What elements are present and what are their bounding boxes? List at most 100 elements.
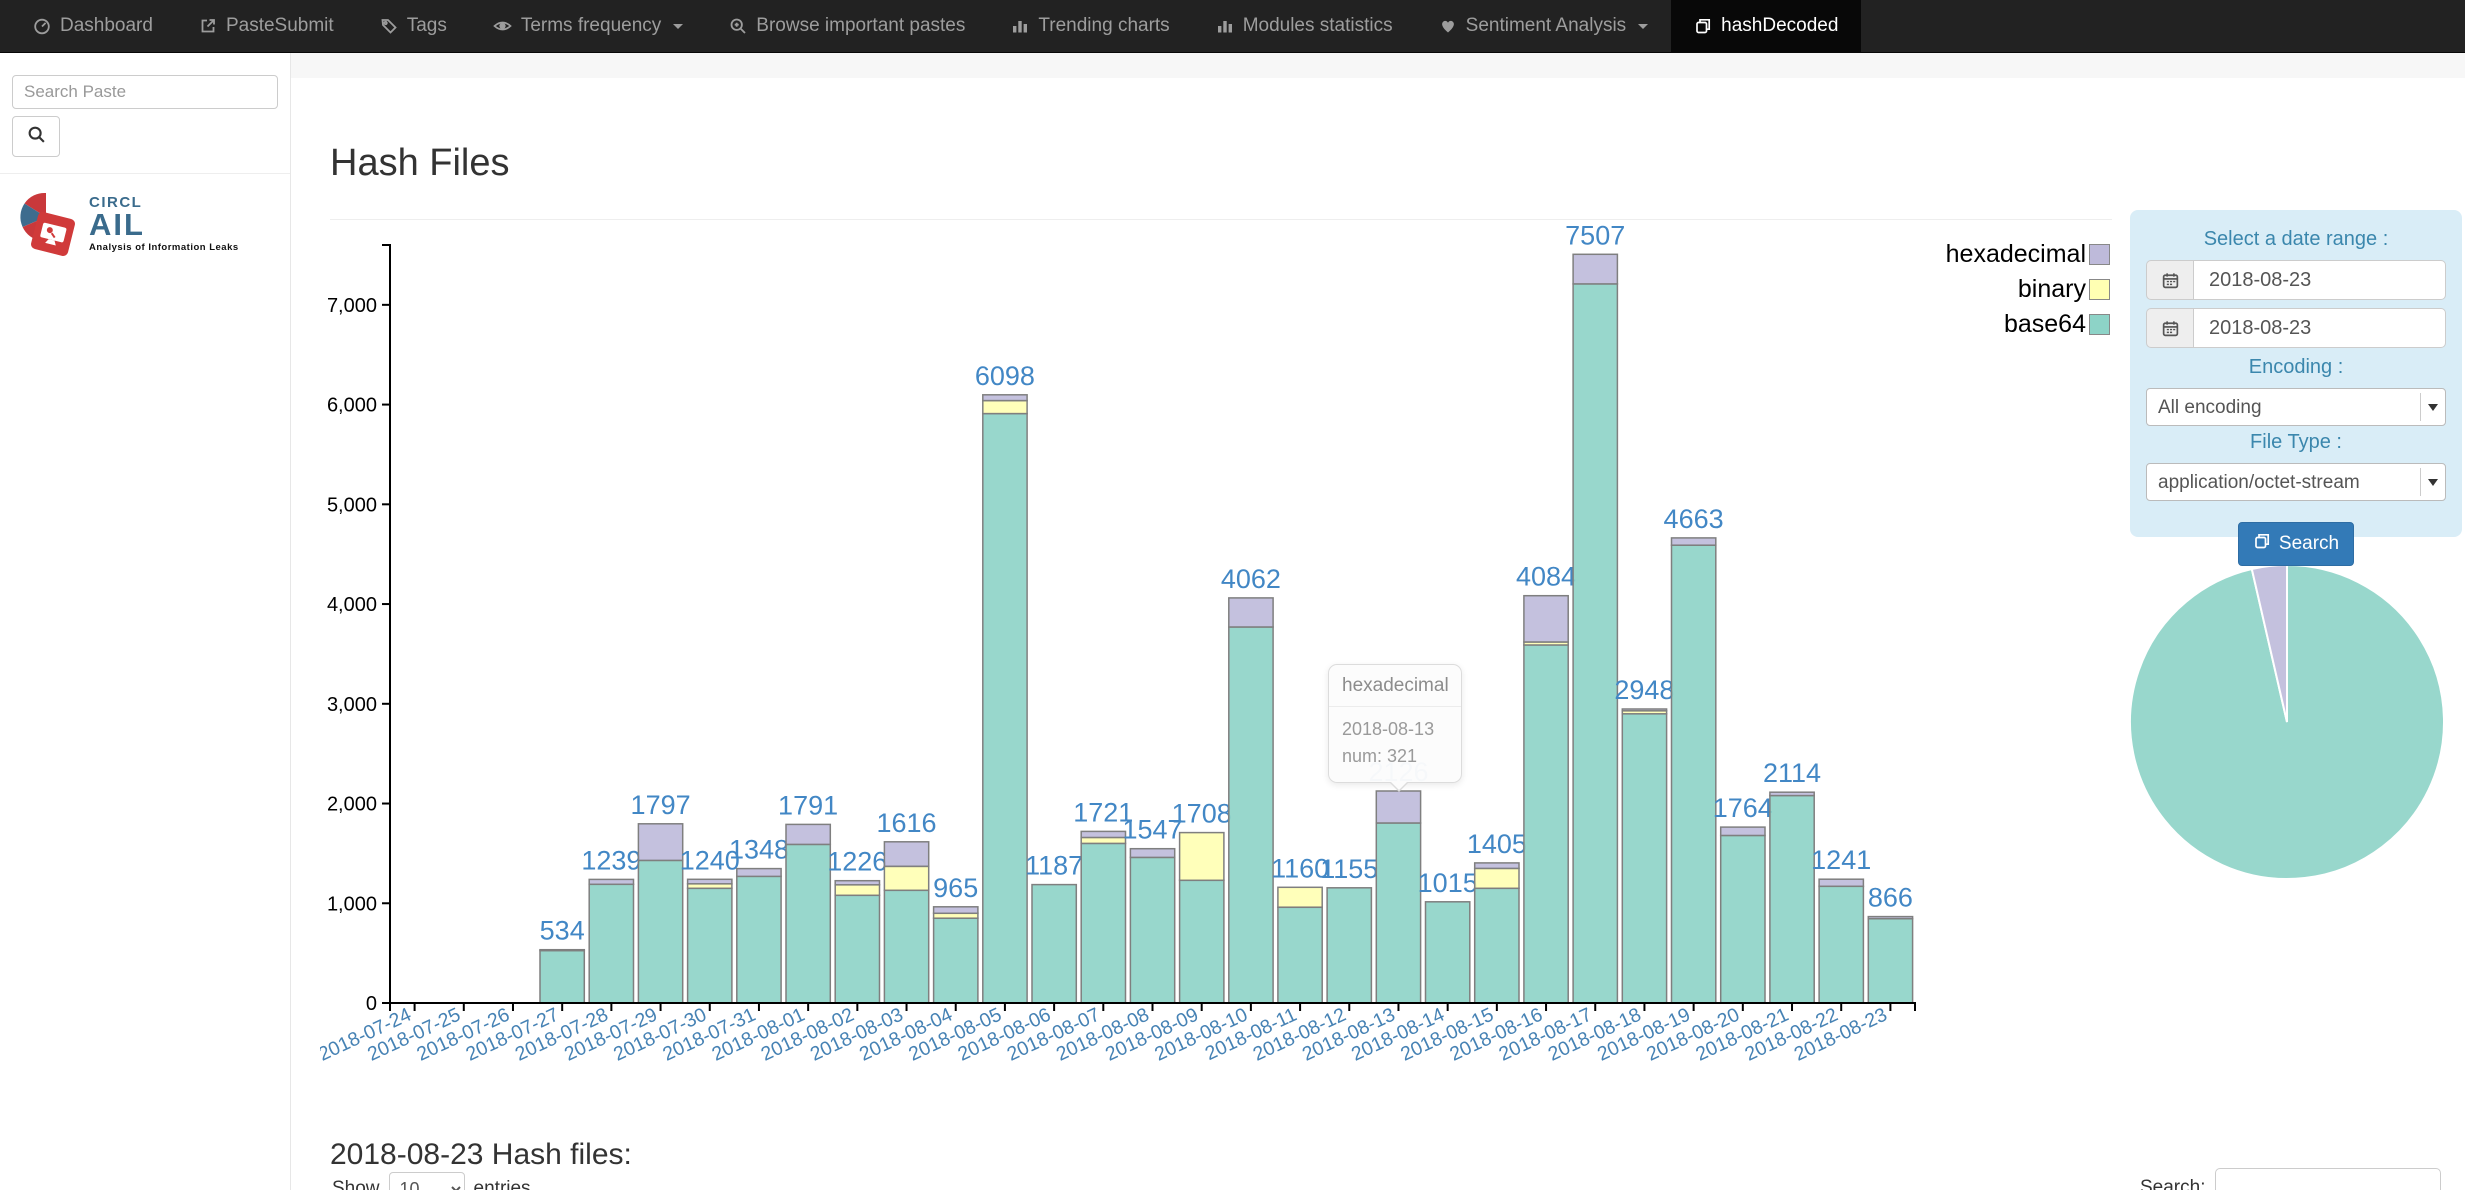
nav-label: Modules statistics bbox=[1242, 15, 1393, 36]
bar-segment-base64[interactable] bbox=[1818, 885, 1865, 1004]
legend-row-hexadecimal: hexadecimal bbox=[1905, 237, 2110, 272]
bar-segment-base64[interactable] bbox=[834, 894, 881, 1004]
nav-item-trending-charts[interactable]: Trending charts bbox=[988, 0, 1192, 52]
bar-segment-base64[interactable] bbox=[1080, 842, 1127, 1004]
bar-segment-hexadecimal[interactable] bbox=[1867, 915, 1914, 920]
calendar-icon bbox=[2146, 308, 2193, 348]
bar-segment-hexadecimal[interactable] bbox=[883, 841, 930, 868]
nav-item-hashdecoded[interactable]: hashDecoded bbox=[1671, 0, 1862, 52]
bar-segment-hexadecimal[interactable] bbox=[1719, 826, 1766, 837]
bar-segment-base64[interactable] bbox=[1473, 887, 1520, 1004]
file-type-select[interactable]: application/octet-stream bbox=[2146, 463, 2446, 501]
bar-segment-base64[interactable] bbox=[539, 949, 586, 1004]
bar-segment-hexadecimal[interactable] bbox=[785, 823, 832, 846]
bar-segment-hexadecimal[interactable] bbox=[686, 878, 733, 885]
bar-segment-hexadecimal[interactable] bbox=[1080, 830, 1127, 839]
bar-segment-hexadecimal[interactable] bbox=[1375, 790, 1422, 824]
bar-segment-binary[interactable] bbox=[1080, 836, 1127, 845]
search-paste-input[interactable] bbox=[12, 75, 278, 109]
bar-segment-hexadecimal[interactable] bbox=[588, 878, 635, 886]
bar-segment-binary[interactable] bbox=[1277, 886, 1323, 908]
external-link-icon bbox=[199, 17, 217, 35]
bar-segment-base64[interactable] bbox=[1375, 822, 1422, 1004]
search-paste-button[interactable] bbox=[12, 116, 60, 157]
nav-item-modules-statistics[interactable]: Modules statistics bbox=[1193, 0, 1416, 52]
bar-segment-base64[interactable] bbox=[637, 859, 684, 1004]
bar-segment-base64[interactable] bbox=[1867, 917, 1914, 1004]
bar-segment-base64[interactable] bbox=[1129, 856, 1176, 1004]
bar-segment-hexadecimal[interactable] bbox=[1129, 847, 1176, 859]
bar-segment-base64[interactable] bbox=[1621, 713, 1668, 1004]
bar-value-label: 1791 bbox=[778, 790, 838, 820]
bar-segment-hexadecimal[interactable] bbox=[1523, 594, 1569, 643]
ail-logo[interactable]: CIRCL AIL Analysis of Information Leaks bbox=[12, 187, 278, 268]
bar-segment-hexadecimal[interactable] bbox=[1228, 597, 1274, 628]
bar-segment-binary[interactable] bbox=[883, 865, 930, 892]
bar-value-label: 2114 bbox=[1763, 758, 1821, 788]
entries-count-select[interactable]: 10 bbox=[388, 1172, 465, 1190]
date-from-input[interactable] bbox=[2193, 260, 2446, 300]
search-icon bbox=[27, 125, 46, 149]
table-search-input[interactable] bbox=[2215, 1168, 2442, 1190]
date-range-label: Select a date range : bbox=[2203, 228, 2389, 250]
bar-segment-hexadecimal[interactable] bbox=[1818, 878, 1865, 888]
bar-segment-hexadecimal[interactable] bbox=[736, 867, 782, 878]
nav-item-browse-important-pastes[interactable]: Browse important pastes bbox=[706, 0, 988, 52]
bar-segment-base64[interactable] bbox=[1228, 626, 1274, 1004]
bar-segment-base64[interactable] bbox=[883, 889, 930, 1004]
bar-segment-hexadecimal[interactable] bbox=[539, 948, 586, 952]
bar-value-label: 1155 bbox=[1320, 854, 1378, 884]
bar-segment-hexadecimal[interactable] bbox=[637, 823, 684, 862]
bar-segment-base64[interactable] bbox=[1523, 644, 1569, 1004]
bar-segment-base64[interactable] bbox=[1277, 906, 1323, 1004]
nav-item-pastesubmit[interactable]: PasteSubmit bbox=[176, 0, 357, 52]
legend-label: hexadecimal bbox=[1945, 240, 2086, 268]
bar-segment-base64[interactable] bbox=[1031, 883, 1078, 1004]
date-to-input[interactable] bbox=[2193, 308, 2446, 348]
bar-segment-base64[interactable] bbox=[588, 883, 635, 1004]
bar-segment-base64[interactable] bbox=[1572, 283, 1619, 1004]
bar-segment-hexadecimal[interactable] bbox=[1473, 862, 1520, 870]
bar-segment-hexadecimal[interactable] bbox=[932, 906, 979, 915]
bar-segment-hexadecimal[interactable] bbox=[982, 394, 1028, 402]
bar-segment-hexadecimal[interactable] bbox=[1621, 708, 1668, 712]
bar-segment-base64[interactable] bbox=[1719, 834, 1766, 1004]
copy-icon bbox=[2253, 532, 2271, 556]
legend-swatch-base64 bbox=[2089, 314, 2110, 335]
bar-segment-binary[interactable] bbox=[1473, 867, 1520, 890]
bar-segment-base64[interactable] bbox=[982, 412, 1028, 1004]
bar-segment-base64[interactable] bbox=[686, 887, 733, 1004]
bar-segment-binary[interactable] bbox=[982, 399, 1028, 415]
logo-tagline: Analysis of Information Leaks bbox=[89, 242, 239, 253]
bar-chart-icon bbox=[1216, 17, 1234, 35]
encoding-select[interactable]: All encoding bbox=[2146, 388, 2446, 426]
bar-segment-base64[interactable] bbox=[785, 843, 832, 1004]
bar-segment-base64[interactable] bbox=[1178, 879, 1225, 1004]
nav-item-dashboard[interactable]: Dashboard bbox=[10, 0, 176, 52]
bar-segment-hexadecimal[interactable] bbox=[1670, 537, 1717, 546]
bar-segment-base64[interactable] bbox=[1769, 794, 1815, 1004]
date-to-group bbox=[2146, 308, 2446, 348]
eye-icon bbox=[493, 17, 512, 35]
date-from-group bbox=[2146, 260, 2446, 300]
bar-segment-hexadecimal[interactable] bbox=[1572, 253, 1619, 285]
bar-segment-base64[interactable] bbox=[1670, 544, 1717, 1004]
bar-segment-base64[interactable] bbox=[932, 917, 979, 1004]
nav-label: Tags bbox=[406, 15, 447, 36]
bar-value-label: 4084 bbox=[1516, 562, 1576, 592]
search-plus-icon bbox=[729, 17, 747, 35]
bar-segment-base64[interactable] bbox=[1326, 887, 1373, 1004]
ail-logo-graphic bbox=[12, 187, 82, 268]
y-axis bbox=[382, 244, 391, 1004]
bar-segment-binary[interactable] bbox=[1178, 831, 1225, 882]
bar-segment-hexadecimal[interactable] bbox=[1769, 791, 1815, 797]
nav-item-sentiment-analysis[interactable]: Sentiment Analysis bbox=[1416, 0, 1672, 52]
nav-item-tags[interactable]: Tags bbox=[357, 0, 470, 52]
bar-segment-hexadecimal[interactable] bbox=[834, 879, 881, 886]
bar-segment-base64[interactable] bbox=[1424, 901, 1471, 1004]
bar-segment-binary[interactable] bbox=[834, 884, 881, 897]
nav-item-terms-frequency[interactable]: Terms frequency bbox=[470, 0, 706, 52]
bar-segment-base64[interactable] bbox=[736, 875, 782, 1004]
panel-search-button[interactable]: Search bbox=[2237, 522, 2355, 566]
